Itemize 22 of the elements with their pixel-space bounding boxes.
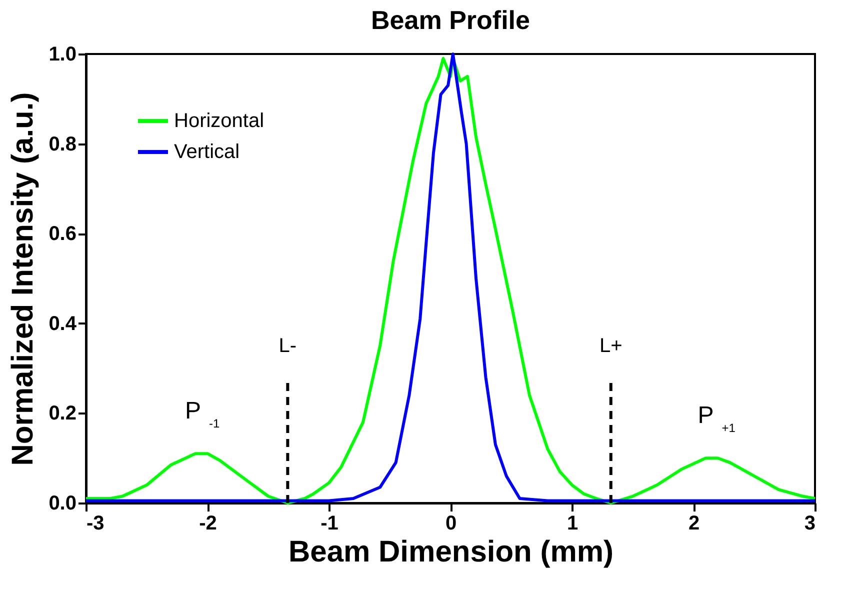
x-tick-label: 3 bbox=[804, 512, 816, 534]
y-tick-label: 0.2 bbox=[48, 402, 76, 425]
y-axis-title: Normalized Intensity (a.u.) bbox=[6, 92, 40, 466]
x-tick-label: -2 bbox=[199, 512, 217, 534]
x-tick-label: 0 bbox=[445, 512, 457, 534]
annotation: P+1 bbox=[698, 402, 736, 436]
x-tick-label: 1 bbox=[566, 512, 578, 534]
legend-label: Horizontal bbox=[174, 110, 264, 132]
ref-line-label: L- bbox=[278, 334, 297, 357]
y-tick-label: 1.0 bbox=[48, 44, 76, 66]
x-tick-label: -3 bbox=[86, 512, 104, 534]
ref-line-label: L+ bbox=[599, 334, 622, 357]
x-tick-label: -1 bbox=[320, 512, 338, 534]
annotation: P-1 bbox=[184, 398, 220, 431]
y-tick-label: 0.8 bbox=[48, 133, 76, 156]
y-tick-label: 0.4 bbox=[48, 312, 78, 335]
y-tick-label: 0.0 bbox=[48, 492, 76, 514]
x-tick-label: 2 bbox=[688, 512, 700, 534]
legend-label: Vertical bbox=[174, 141, 240, 163]
chart-title: Beam Profile bbox=[371, 5, 530, 35]
x-axis-title: Beam Dimension (mm) bbox=[288, 536, 614, 568]
y-tick-label: 0.6 bbox=[48, 223, 76, 246]
